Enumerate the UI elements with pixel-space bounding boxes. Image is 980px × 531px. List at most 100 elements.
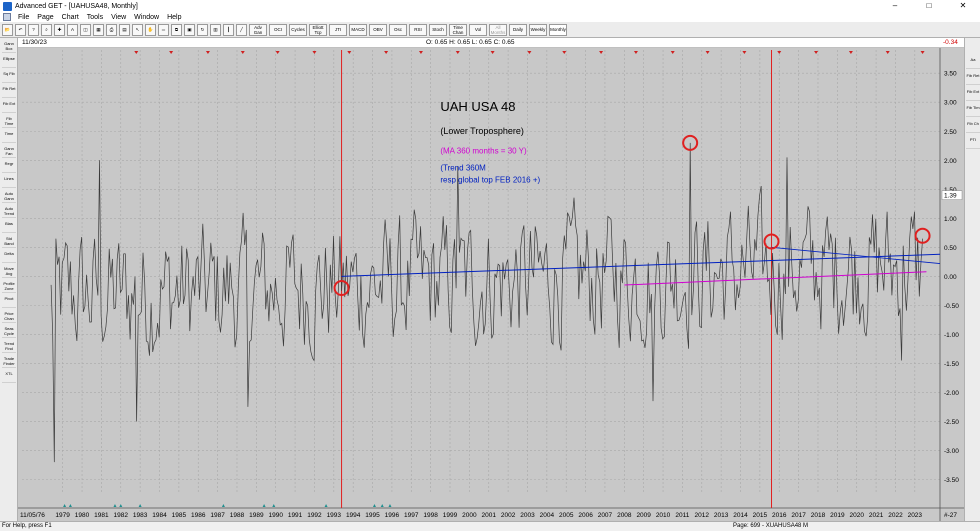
tb-elliott[interactable]: Elliott Tcp	[309, 23, 327, 36]
window-controls: – □ ✕	[878, 0, 980, 12]
tb-oci[interactable]: OCI	[269, 23, 287, 36]
left-tool-10[interactable]: Auto Gann	[2, 191, 16, 203]
left-tool-21[interactable]: Trade Finder	[2, 356, 16, 368]
maximize-button[interactable]: □	[926, 1, 932, 10]
chart-type-icon[interactable]: ▥	[210, 23, 221, 36]
left-tool-12[interactable]: Bias	[2, 221, 16, 233]
x-tick-label: 1991	[288, 512, 303, 519]
left-tool-17[interactable]: Pivot	[2, 296, 16, 308]
turn-marker-top	[742, 51, 747, 54]
left-tool-2[interactable]: Sq Fib	[2, 71, 16, 83]
left-tool-19[interactable]: Seas Cycle	[2, 326, 16, 338]
right-tool-4[interactable]: Fib Ch	[966, 121, 980, 133]
x-tick-label: 1984	[152, 512, 167, 519]
undo-icon[interactable]: ↶	[15, 23, 26, 36]
x-tick-label: 1982	[114, 512, 129, 519]
ruler-icon[interactable]: ═	[158, 23, 169, 36]
menu-window[interactable]: Window	[134, 13, 160, 21]
tb-daily[interactable]: Daily	[509, 23, 527, 36]
left-tool-13[interactable]: Std Band	[2, 236, 16, 248]
y-tick-label: 0.50	[944, 245, 957, 252]
left-tool-6[interactable]: Time	[2, 131, 16, 143]
left-tool-7[interactable]: Gann Fan	[2, 146, 16, 158]
left-tool-1[interactable]: Ellipse	[2, 56, 16, 68]
right-tool-0[interactable]: Aa	[966, 57, 980, 69]
x-tick-label: 2002	[501, 512, 516, 519]
menu-file[interactable]: File	[18, 13, 30, 21]
document-icon[interactable]	[3, 13, 11, 21]
menu-chart[interactable]: Chart	[61, 13, 79, 21]
close-button[interactable]: ✕	[959, 1, 967, 10]
refresh-icon[interactable]: ↻	[197, 23, 208, 36]
crosshair-icon[interactable]: ✚	[54, 23, 65, 36]
tb-adv-gan[interactable]: Adv Gan	[249, 23, 267, 36]
left-tool-8[interactable]: Regr	[2, 161, 16, 173]
zoom-icon[interactable]: ⌕	[41, 23, 52, 36]
highlight-circle-0	[333, 279, 350, 296]
tb-rsi[interactable]: RSI	[409, 23, 427, 36]
tb-stoch[interactable]: Stoch	[429, 23, 447, 36]
turn-marker-top	[418, 51, 423, 54]
left-tool-15[interactable]: Move Avg	[2, 266, 16, 278]
x-tick-label: 1994	[346, 512, 361, 519]
series-line-uahusa48	[50, 142, 923, 463]
left-tool-0[interactable]: Gann Box	[2, 41, 16, 53]
print-preview-icon[interactable]: ▤	[119, 23, 130, 36]
left-tool-22[interactable]: XTL	[2, 371, 16, 383]
left-tool-14[interactable]: Delta	[2, 251, 16, 263]
tb-vol[interactable]: Vol	[469, 23, 487, 36]
left-tool-4[interactable]: Fib Ext	[2, 101, 16, 113]
tb-monthly[interactable]: Monthly	[549, 23, 567, 36]
y-tick-label: -1.50	[944, 361, 959, 368]
tb-weekly[interactable]: Weekly	[529, 23, 547, 36]
turn-marker-top	[777, 51, 782, 54]
status-page: Page: 699 - XUAHUSA48 M	[733, 523, 809, 529]
copy-icon[interactable]: ⧉	[171, 23, 182, 36]
tb-macd[interactable]: MACD	[349, 23, 367, 36]
tb-all-months[interactable]: All Months	[489, 23, 507, 36]
line-chart-icon[interactable]: ╱	[236, 23, 247, 36]
left-tool-11[interactable]: Auto Trend	[2, 206, 16, 218]
left-tool-3[interactable]: Fib Ret	[2, 86, 16, 98]
y-tick-label: 1.00	[944, 216, 957, 223]
turn-marker-top	[205, 51, 210, 54]
left-tool-9[interactable]: Lines	[2, 176, 16, 188]
right-tool-5[interactable]: PTI	[966, 137, 980, 149]
turn-marker-top	[275, 51, 280, 54]
paste-icon[interactable]: ▣	[184, 23, 195, 36]
left-tool-18[interactable]: Price Chan	[2, 311, 16, 323]
help-icon[interactable]: ?	[28, 23, 39, 36]
right-tool-1[interactable]: Fib Ret	[966, 73, 980, 85]
menu-tools[interactable]: Tools	[86, 13, 104, 21]
tb-jti[interactable]: JTI	[329, 23, 347, 36]
price-chart[interactable]: 3.50 3.00 2.50 2.00 1.50 1.00 0.50 0.00 -0.50 -1.…	[18, 48, 964, 521]
turn-marker-bottom	[113, 504, 117, 507]
menu-help[interactable]: Help	[167, 13, 182, 21]
left-tool-5[interactable]: Fib Time	[2, 116, 16, 128]
grid-icon[interactable]: ▦	[93, 23, 104, 36]
turn-marker-bottom	[388, 504, 392, 507]
menu-view[interactable]: View	[111, 13, 127, 21]
hand-icon[interactable]: ✋	[145, 23, 156, 36]
right-tool-2[interactable]: Fib Ext	[966, 89, 980, 101]
tb-osc[interactable]: Osc	[389, 23, 407, 36]
bar-chart-icon[interactable]: ┃	[223, 23, 234, 36]
left-tool-16[interactable]: Profile Zone	[2, 281, 16, 293]
tb-time-chan[interactable]: Time Chan	[449, 23, 467, 36]
left-tool-20[interactable]: Trend Find	[2, 341, 16, 353]
trend-annotation-line1: (Trend 360M	[440, 164, 486, 173]
menu-page[interactable]: Page	[37, 13, 54, 21]
open-icon[interactable]: 📂	[2, 23, 13, 36]
right-tool-3[interactable]: Fib Tim	[966, 105, 980, 117]
minimize-button[interactable]: –	[892, 1, 898, 10]
cursor-icon[interactable]: ↖	[132, 23, 143, 36]
turn-marker-bottom	[63, 504, 67, 507]
print-icon[interactable]: ⎙	[106, 23, 117, 36]
chart-area[interactable]: 3.50 3.00 2.50 2.00 1.50 1.00 0.50 0.00 -0.50 -1.…	[18, 48, 964, 521]
tb-obv[interactable]: OBV	[369, 23, 387, 36]
turn-marker-bottom	[68, 504, 72, 507]
tb-cycles[interactable]: Cycles	[289, 23, 307, 36]
eraser-icon[interactable]: ◫	[80, 23, 91, 36]
x-tick-label: 2014	[733, 512, 748, 519]
text-icon[interactable]: A	[67, 23, 78, 36]
